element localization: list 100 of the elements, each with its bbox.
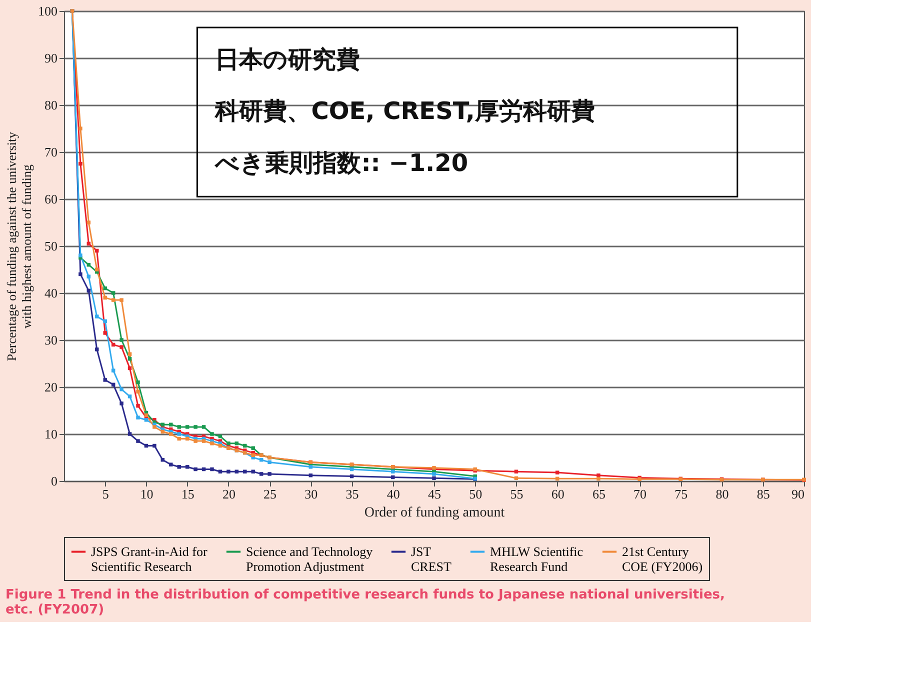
legend-label: JST CREST xyxy=(411,544,452,574)
point xyxy=(259,472,264,476)
point xyxy=(152,444,156,448)
point xyxy=(177,465,181,469)
point xyxy=(194,425,198,429)
y-tick-label: 30 xyxy=(44,332,58,348)
point xyxy=(177,436,181,441)
point xyxy=(226,442,230,446)
point xyxy=(103,286,107,290)
point xyxy=(596,473,600,478)
point xyxy=(169,462,173,466)
legend-label: 21st Century COE (FY2006) xyxy=(622,544,703,574)
x-tick-label: 65 xyxy=(592,486,606,502)
x-tick-label: 25 xyxy=(264,486,277,502)
point xyxy=(251,446,255,450)
annotation: 科研費、COE, CREST,厚労科研費 xyxy=(214,97,595,126)
point xyxy=(243,444,247,448)
point xyxy=(128,432,132,436)
y-tick-label: 60 xyxy=(44,192,58,206)
point xyxy=(95,348,99,352)
x-tick-label: 15 xyxy=(181,486,194,502)
y-axis-title: Percentage of funding against the university with highest amount of funding xyxy=(4,131,34,362)
x-tick-label: 70 xyxy=(634,486,647,502)
point xyxy=(120,345,124,349)
point xyxy=(169,432,173,436)
point xyxy=(514,470,518,474)
x-tick-label: 60 xyxy=(551,486,564,502)
point xyxy=(95,268,99,272)
point xyxy=(177,425,181,429)
legend-label: JSPS Grant-in-Aid for Scientific Research xyxy=(91,544,208,574)
y-tick-label: 10 xyxy=(44,426,58,442)
point xyxy=(185,425,190,429)
x-tick-label: 75 xyxy=(674,486,688,502)
x-tick-label: 40 xyxy=(386,486,400,502)
x-tick-label: 55 xyxy=(510,486,524,502)
y-tick-label: 100 xyxy=(38,4,58,18)
point xyxy=(86,220,91,224)
point xyxy=(95,314,99,318)
point xyxy=(160,422,165,426)
point xyxy=(185,465,190,469)
point xyxy=(210,467,214,472)
point xyxy=(136,416,140,420)
point xyxy=(144,418,148,422)
point xyxy=(218,470,222,474)
point xyxy=(243,470,247,474)
y-tick-label: 50 xyxy=(44,238,58,254)
point xyxy=(194,439,198,443)
x-tick-label: 10 xyxy=(140,486,154,502)
point xyxy=(202,439,206,443)
point xyxy=(152,425,156,429)
point xyxy=(136,380,140,384)
point xyxy=(391,470,395,474)
point xyxy=(391,475,395,480)
point xyxy=(136,390,140,394)
point xyxy=(136,404,140,408)
point xyxy=(111,298,116,302)
point xyxy=(202,425,206,429)
legend-label: MHLW Scientific Research Fund xyxy=(490,544,584,574)
point xyxy=(78,272,82,276)
point xyxy=(103,296,107,300)
caption: Figure 1 Trend in the distribution of competitive research funds to Japanese national universities, etc. (FY2007) xyxy=(6,588,725,618)
x-tick-label: 5 xyxy=(102,486,109,502)
x-tick-label: 30 xyxy=(304,486,318,502)
x-tick-label: 50 xyxy=(469,486,482,502)
point xyxy=(136,439,140,443)
x-tick-label: 20 xyxy=(222,486,236,502)
point xyxy=(120,298,124,302)
point xyxy=(78,254,82,258)
point xyxy=(251,453,255,458)
point xyxy=(432,472,436,476)
x-tick-label: 90 xyxy=(792,486,804,502)
point xyxy=(103,331,107,335)
point xyxy=(251,470,255,474)
point xyxy=(111,291,116,295)
point xyxy=(210,442,214,446)
point xyxy=(432,476,436,480)
point xyxy=(120,338,124,342)
x-axis-title: Order of funding amount xyxy=(364,506,505,520)
y-tick-label: 40 xyxy=(44,286,58,300)
x-tick-label: 45 xyxy=(428,486,441,502)
point xyxy=(234,470,239,474)
point xyxy=(194,467,198,472)
point xyxy=(210,432,214,436)
annotation: べき乗則指数:: −1.20 xyxy=(214,148,468,177)
y-tick-label: 90 xyxy=(44,50,58,66)
y-tick-label: 20 xyxy=(44,380,58,394)
point xyxy=(86,274,91,278)
x-tick-label: 85 xyxy=(756,486,770,502)
point xyxy=(226,470,230,474)
point xyxy=(128,394,132,398)
point xyxy=(95,248,99,253)
point xyxy=(268,460,272,464)
point xyxy=(120,402,124,406)
x-tick-label: 80 xyxy=(716,486,729,502)
point xyxy=(103,319,107,324)
point xyxy=(103,378,107,382)
point xyxy=(120,387,124,392)
point xyxy=(128,352,132,356)
point xyxy=(234,442,239,446)
point xyxy=(555,470,560,474)
